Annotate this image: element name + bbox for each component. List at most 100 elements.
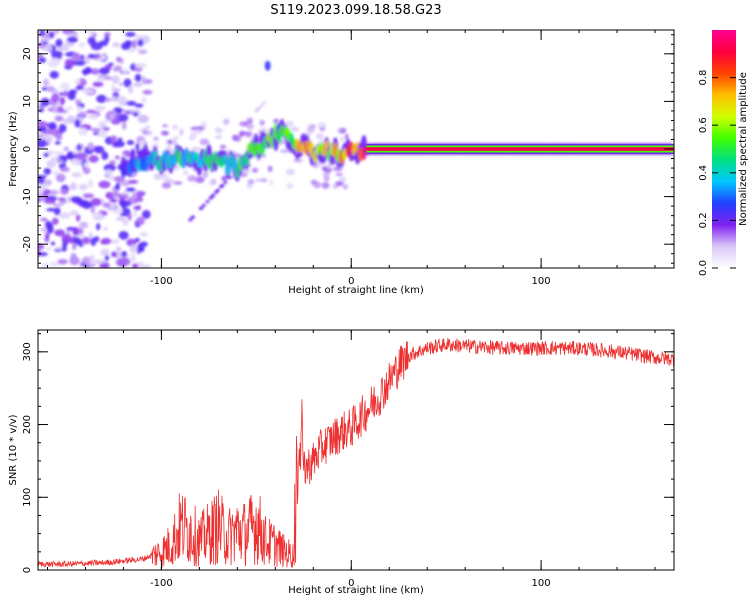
noise-blob	[313, 181, 322, 189]
noise-blob	[38, 126, 47, 133]
noise-blob	[98, 180, 111, 189]
noise-blob	[96, 223, 101, 231]
carrier-line	[366, 144, 674, 154]
streak-blob	[258, 106, 262, 109]
streak-blob	[198, 207, 203, 211]
noise-blob	[55, 246, 62, 250]
noise-blob	[57, 46, 69, 52]
noise-blob	[88, 179, 94, 188]
noise-blob	[60, 188, 69, 195]
noise-blob	[338, 127, 343, 132]
noise-blob	[293, 158, 303, 163]
streak-blob	[254, 110, 258, 113]
y-tick-label: 100	[22, 488, 33, 507]
y-tick-label: -10	[22, 188, 33, 204]
noise-blob	[88, 232, 93, 240]
noise-blob	[193, 129, 203, 135]
noise-blob	[153, 136, 159, 142]
spectrogram-x-axis: -100 0 100	[46, 30, 656, 287]
noise-blob	[119, 200, 132, 207]
noise-blob	[340, 136, 345, 143]
noise-blob	[255, 178, 261, 183]
noise-blob	[70, 210, 79, 216]
noise-blob	[219, 145, 227, 149]
noise-blob	[43, 167, 52, 175]
noise-blob	[326, 163, 332, 169]
y-tick-label: 0	[22, 146, 33, 152]
noise-blob	[94, 215, 106, 220]
noise-blob	[116, 56, 122, 63]
figure-title: S119.2023.099.18.58.G23	[270, 3, 441, 18]
noise-blob	[102, 202, 112, 208]
noise-blob	[172, 139, 178, 147]
noise-blob	[190, 132, 195, 138]
noise-blob	[63, 41, 75, 48]
spectrogram-y-axis-label: Frequency (Hz)	[8, 111, 19, 187]
noise-blob	[141, 97, 147, 103]
noise-blob	[134, 197, 144, 203]
noise-blob	[132, 192, 137, 200]
noise-blob	[51, 156, 61, 161]
snr-y-axis: 0 100 200 300	[22, 333, 674, 573]
noise-blob	[142, 130, 148, 135]
noise-blob	[145, 124, 150, 130]
noise-blob	[66, 151, 74, 159]
noise-blob	[129, 244, 138, 254]
noise-blob	[62, 30, 74, 35]
noise-blob	[45, 232, 50, 240]
noise-blob	[61, 234, 72, 243]
noise-blob	[134, 103, 144, 108]
noise-blob	[42, 263, 48, 268]
noise-blob	[59, 97, 66, 106]
noise-blob	[82, 89, 95, 94]
colorbar-ticks: 0.0 0.2 0.4 0.6 0.8	[698, 70, 736, 276]
noise-blob	[190, 126, 201, 131]
snr-frame-bg	[38, 330, 674, 570]
noise-blob	[46, 85, 55, 93]
noise-blob	[38, 194, 44, 200]
noise-blob	[93, 54, 101, 59]
noise-blob	[335, 172, 344, 177]
noise-blob	[332, 166, 343, 172]
noise-blob	[344, 133, 349, 141]
noise-blob	[74, 118, 81, 128]
noise-blob	[221, 175, 228, 182]
noise-blob	[142, 89, 153, 95]
noise-blob	[132, 263, 139, 268]
snr-frame	[37, 329, 675, 571]
noise-blob	[111, 88, 122, 92]
noise-blob	[55, 134, 63, 141]
noise-blob	[98, 67, 110, 75]
noise-blob	[48, 189, 59, 195]
y-tick-label: 200	[22, 415, 33, 434]
noise-blob	[51, 217, 59, 225]
noise-blob	[131, 39, 137, 49]
noise-blob	[115, 246, 122, 251]
noise-blob	[57, 106, 64, 113]
streak-blob	[263, 101, 267, 104]
streak-blob	[260, 103, 264, 107]
noise-blob	[40, 97, 50, 107]
noise-blob	[94, 105, 106, 112]
noise-blob	[59, 92, 64, 96]
noise-blob	[81, 200, 92, 209]
noise-blob	[161, 130, 169, 136]
x-tick-label: 100	[532, 578, 551, 589]
noise-blob	[172, 124, 178, 130]
noise-blob	[38, 176, 45, 185]
x-tick-label: 100	[532, 276, 551, 287]
noise-blob	[97, 132, 108, 138]
noise-blob	[90, 237, 97, 247]
noise-blob	[91, 68, 99, 75]
noise-blob	[121, 121, 127, 130]
noise-blob	[87, 142, 95, 151]
noise-blob	[208, 180, 214, 187]
noise-blob	[54, 115, 64, 122]
noise-blob	[134, 62, 147, 69]
noise-blob	[246, 183, 253, 189]
colorbar-tick-label: 0.2	[698, 212, 709, 228]
snr-panel: -100 0 100 0 100 200 300 Height of straight l…	[8, 329, 675, 596]
noise-blob	[125, 32, 136, 37]
